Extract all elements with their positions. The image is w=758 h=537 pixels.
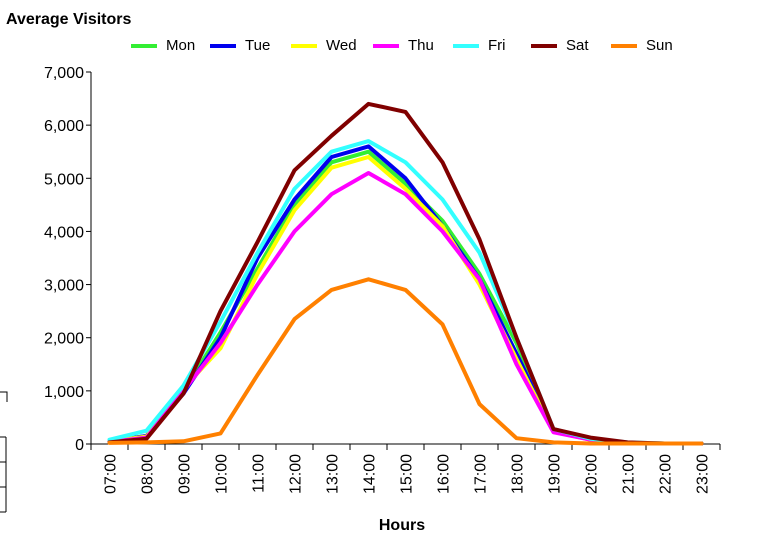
x-tick-label: 10:00 — [214, 454, 231, 494]
y-ticks: 0 1,000 2,000 3,000 4,000 5,000 6,000 7,000 — [44, 65, 91, 454]
x-tick-label: 12:00 — [288, 454, 305, 494]
series-line-sat — [107, 101, 704, 446]
x-tick-label: 16:00 — [436, 454, 453, 494]
x-ticks: 07:00 08:00 09:00 10:00 11:00 12:00 13:00 14:00… — [90, 444, 721, 494]
x-tick-label: 20:00 — [584, 454, 601, 494]
y-tick-label: 3,000 — [44, 278, 84, 295]
x-tick-label: 08:00 — [140, 454, 157, 494]
y-tick-label: 6,000 — [44, 118, 84, 135]
series-line-thu — [107, 171, 704, 446]
y-tick-label: 2,000 — [44, 331, 84, 348]
x-tick-label: 23:00 — [695, 454, 712, 494]
legend-label: Sun — [646, 37, 673, 54]
x-tick-label: 17:00 — [473, 454, 490, 494]
series-line-sun — [107, 277, 704, 446]
y-tick-label: 1,000 — [44, 384, 84, 401]
legend-label: Wed — [326, 37, 357, 54]
x-tick-label: 07:00 — [103, 454, 120, 494]
x-tick-label: 11:00 — [251, 454, 268, 493]
x-tick-label: 13:00 — [325, 454, 342, 494]
y-tick-label: 4,000 — [44, 224, 84, 241]
partial-panel-outline — [0, 391, 8, 513]
legend-label: Tue — [245, 37, 270, 54]
y-tick-label: 0 — [75, 437, 84, 454]
legend-label: Fri — [488, 37, 506, 54]
legend: Mon Tue Wed Thu Fri Sat Sun — [131, 37, 673, 54]
x-tick-label: 14:00 — [362, 454, 379, 494]
x-axis-title: Hours — [379, 517, 425, 534]
x-tick-label: 15:00 — [399, 454, 416, 494]
legend-label: Thu — [408, 37, 434, 54]
series-line-wed — [107, 155, 704, 446]
legend-label: Sat — [566, 37, 589, 54]
chart-title: Average Visitors — [6, 11, 132, 28]
x-tick-label: 21:00 — [621, 454, 638, 494]
series-lines — [107, 101, 704, 446]
y-tick-label: 7,000 — [44, 65, 84, 82]
x-tick-label: 19:00 — [547, 454, 564, 494]
legend-label: Mon — [166, 37, 195, 54]
x-tick-label: 18:00 — [510, 454, 527, 494]
y-tick-label: 5,000 — [44, 171, 84, 188]
x-tick-label: 09:00 — [177, 454, 194, 494]
x-tick-label: 22:00 — [658, 454, 675, 494]
